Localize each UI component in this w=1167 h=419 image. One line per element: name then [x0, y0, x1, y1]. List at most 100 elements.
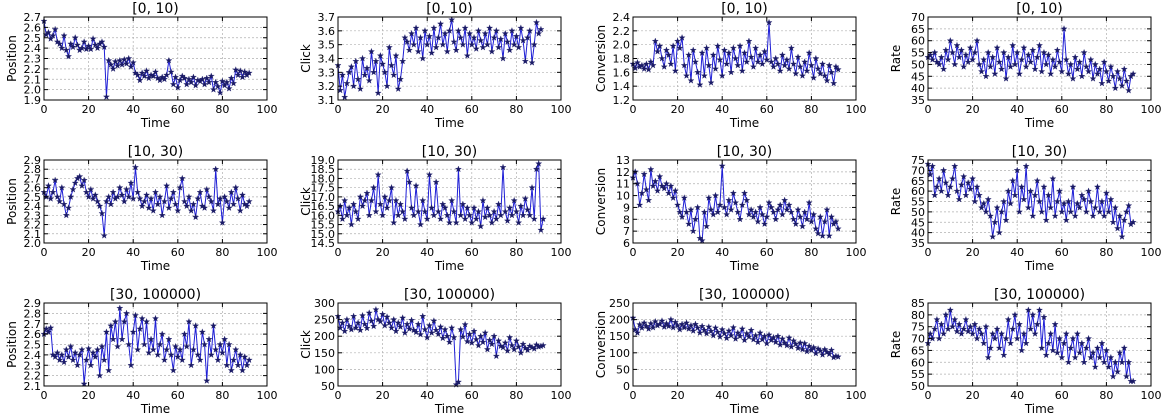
data-point	[931, 48, 939, 56]
y-tick-label: 200	[314, 330, 335, 343]
data-point	[345, 204, 353, 211]
data-point	[361, 71, 369, 79]
y-tick-label: 12	[616, 166, 630, 179]
data-point	[354, 75, 362, 83]
y-tick-label: 2.4	[24, 349, 42, 362]
data-point	[691, 320, 699, 328]
y-tick-label: 250	[314, 314, 335, 327]
y-tick-label: 65	[911, 344, 925, 357]
data-point	[454, 165, 462, 173]
data-point	[145, 349, 153, 356]
chart-title: [0, 10)	[426, 1, 473, 17]
data-point	[446, 27, 453, 34]
data-point	[1000, 197, 1008, 205]
data-point	[709, 51, 717, 58]
data-point	[227, 188, 235, 196]
x-tick-label: 80	[509, 103, 523, 116]
data-point	[1053, 349, 1061, 356]
data-point	[1020, 44, 1028, 51]
x-tick-label: 60	[1055, 103, 1069, 116]
x-tick-label: 20	[966, 389, 980, 402]
data-point	[928, 162, 936, 170]
data-point	[94, 346, 101, 353]
data-point	[674, 201, 682, 209]
data-point	[176, 184, 184, 191]
data-point	[812, 225, 820, 232]
data-point	[506, 333, 514, 341]
y-tick-label: 50	[616, 363, 630, 376]
data-point	[1024, 204, 1032, 211]
y-tick-label: 55	[911, 47, 925, 60]
x-tick-label: 100	[1141, 103, 1162, 116]
data-point	[530, 215, 538, 222]
data-point	[761, 220, 769, 227]
data-point	[439, 200, 447, 208]
data-point	[832, 63, 840, 70]
data-point	[1056, 58, 1064, 66]
data-point	[1100, 212, 1108, 219]
data-point	[98, 342, 106, 350]
data-point	[761, 47, 769, 55]
data-point	[654, 187, 661, 194]
data-point	[803, 347, 811, 355]
data-point	[674, 321, 682, 329]
data-point	[781, 196, 789, 204]
data-point	[504, 217, 511, 224]
data-point	[71, 179, 79, 186]
data-point	[78, 182, 86, 189]
data-point	[984, 48, 992, 56]
data-point	[1116, 75, 1124, 82]
data-point	[774, 206, 782, 213]
data-point	[519, 211, 527, 219]
data-point	[71, 34, 79, 41]
data-point	[486, 211, 494, 219]
data-point	[138, 314, 146, 322]
data-point	[676, 208, 684, 216]
data-point	[372, 207, 380, 215]
data-point	[140, 340, 148, 348]
data-point	[752, 331, 760, 339]
data-point	[76, 172, 84, 180]
data-point	[980, 56, 988, 63]
data-point	[816, 213, 824, 220]
data-point	[1040, 183, 1048, 190]
y-tick-label: 150	[609, 330, 630, 343]
data-point	[647, 165, 655, 173]
data-point	[674, 37, 682, 45]
y-tick-label: 2.2	[24, 219, 42, 232]
data-point	[752, 208, 760, 216]
data-point	[1038, 344, 1046, 352]
data-point	[747, 206, 755, 213]
data-point	[379, 60, 387, 67]
data-point	[1009, 41, 1017, 49]
data-point	[506, 46, 514, 54]
data-point	[432, 178, 440, 186]
data-point	[114, 62, 122, 69]
data-point	[492, 215, 500, 222]
data-point	[401, 34, 409, 41]
data-point	[156, 193, 164, 200]
data-point	[1011, 191, 1019, 199]
data-point	[405, 46, 413, 54]
data-point	[765, 199, 773, 206]
data-point	[1029, 212, 1037, 219]
data-point	[140, 197, 148, 205]
data-point	[69, 43, 77, 51]
data-point	[1089, 349, 1097, 356]
data-point	[169, 366, 177, 374]
data-point	[85, 42, 93, 50]
data-point	[683, 72, 690, 79]
data-point	[187, 207, 195, 214]
y-tick-label: 250	[609, 297, 630, 310]
data-point	[785, 201, 793, 209]
data-point	[176, 346, 184, 353]
data-point	[446, 338, 453, 346]
plot-frame	[632, 159, 857, 244]
x-tick-label: 80	[509, 389, 523, 402]
data-point	[408, 204, 416, 211]
x-axis-label: Time	[1024, 116, 1054, 130]
data-point	[995, 228, 1003, 236]
data-point	[367, 47, 375, 55]
chart-title: [10, 30)	[422, 144, 477, 160]
